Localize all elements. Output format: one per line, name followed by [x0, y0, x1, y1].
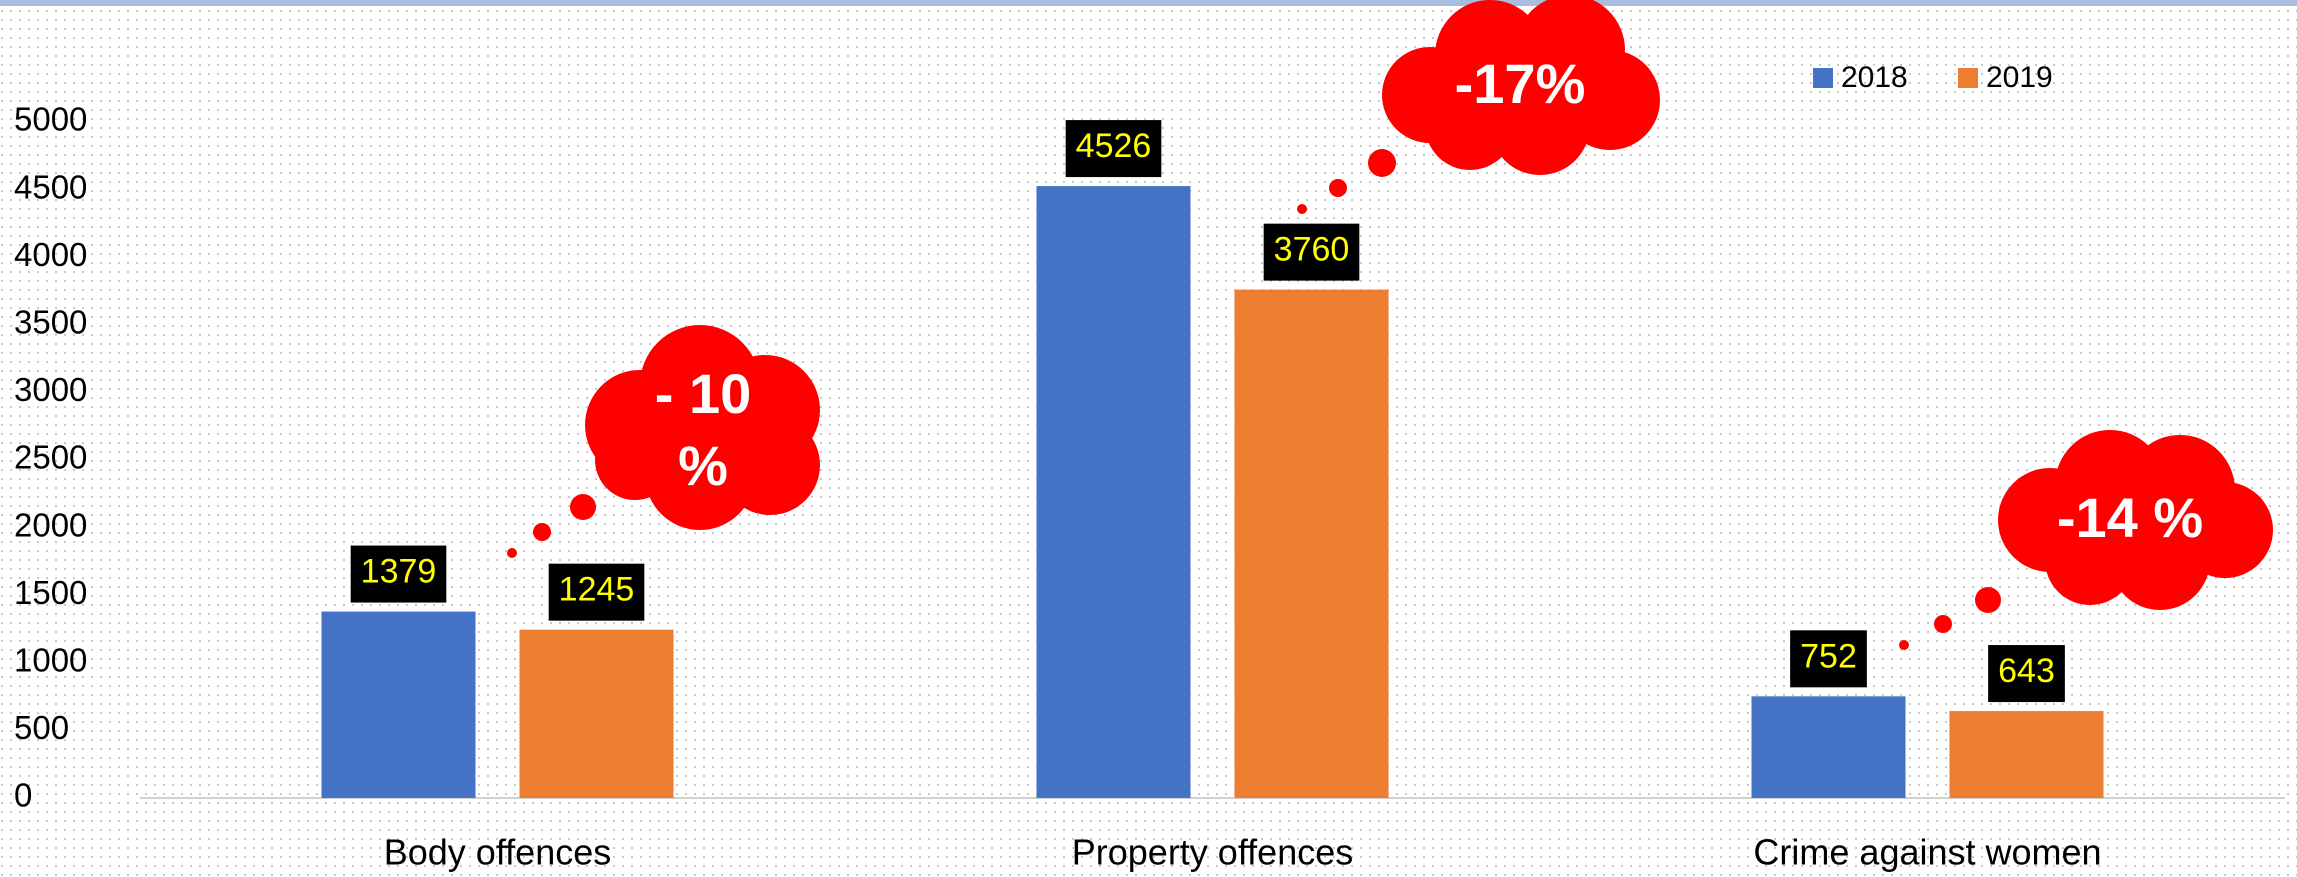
- data-label: 1245: [559, 571, 635, 609]
- legend-swatch: [1813, 68, 1833, 88]
- x-tick-label: Body offences: [384, 832, 612, 873]
- x-tick-label: Property offences: [1072, 832, 1354, 873]
- annotation: -14 %: [2057, 486, 2203, 549]
- bar: [1235, 290, 1389, 798]
- y-tick-label: 0: [14, 777, 32, 814]
- legend-label: 2019: [1986, 61, 2053, 94]
- data-label: 752: [1800, 637, 1857, 675]
- bar: [322, 612, 476, 798]
- legend-label: 2018: [1841, 61, 1908, 94]
- data-label: 1379: [361, 553, 437, 591]
- y-tick-label: 2500: [14, 439, 87, 476]
- data-label: 643: [1998, 652, 2055, 690]
- top-border: [0, 0, 2297, 6]
- bar: [1037, 186, 1191, 798]
- annotation: %: [678, 434, 728, 497]
- annotation: - 10: [655, 362, 752, 425]
- y-tick-label: 2000: [14, 506, 87, 543]
- y-tick-label: 1500: [14, 574, 87, 611]
- data-label: 4526: [1076, 127, 1152, 165]
- y-tick-label: 3500: [14, 304, 87, 341]
- y-tick-label: 4000: [14, 236, 87, 273]
- annotation: -17%: [1455, 52, 1586, 115]
- y-tick-label: 1000: [14, 642, 87, 679]
- y-tick-label: 4500: [14, 168, 87, 205]
- bar: [1752, 696, 1906, 798]
- data-label: 3760: [1274, 231, 1350, 269]
- y-tick-label: 3000: [14, 371, 87, 408]
- y-tick-label: 5000: [14, 101, 87, 138]
- x-tick-label: Crime against women: [1753, 832, 2101, 873]
- legend-swatch: [1958, 68, 1978, 88]
- chart: 0 500 1000 1500 2000 2500 3000 3500 4000 4500 5000…: [0, 0, 2297, 877]
- bar: [1950, 711, 2104, 798]
- bar: [520, 630, 674, 798]
- y-tick-label: 500: [14, 709, 69, 746]
